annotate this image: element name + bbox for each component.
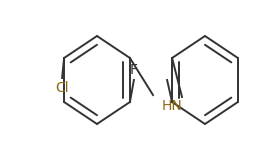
Text: F: F [130,63,138,77]
Text: Cl: Cl [55,81,69,95]
Text: HN: HN [162,99,183,113]
